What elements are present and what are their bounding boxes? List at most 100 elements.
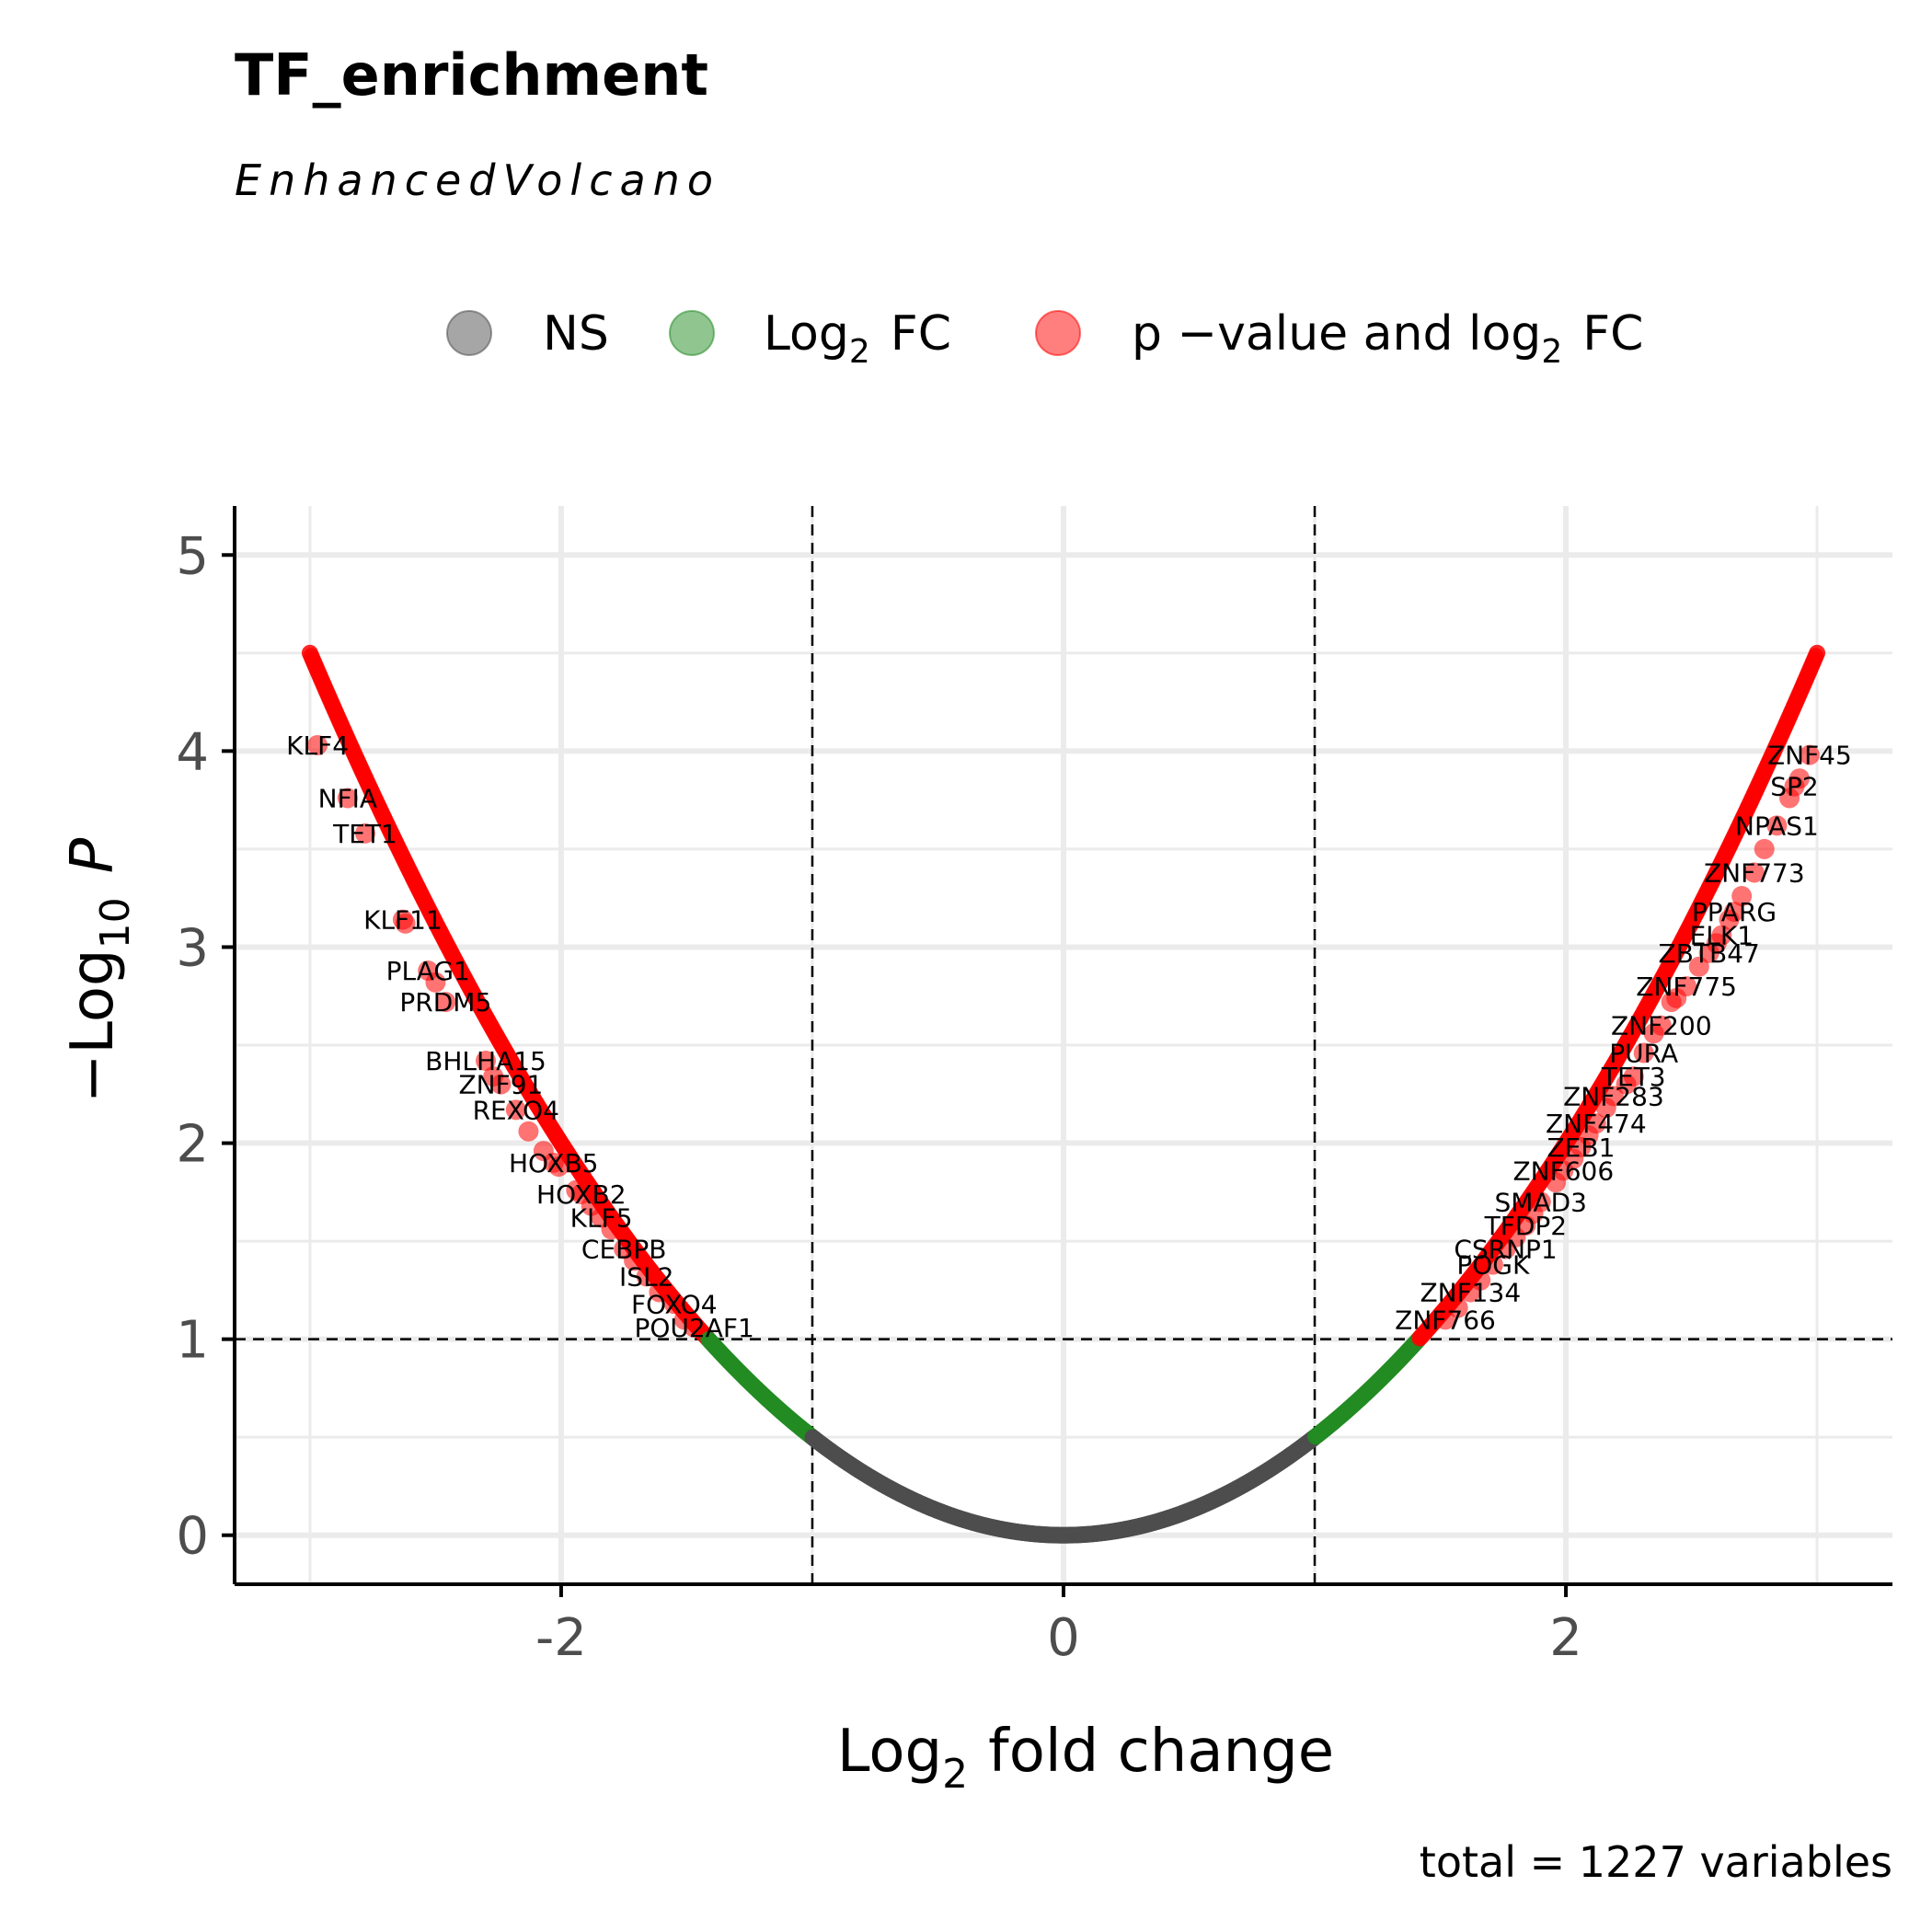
point-both <box>570 1183 592 1204</box>
point-both <box>684 1317 705 1338</box>
gene-label: CEBPB <box>581 1235 667 1265</box>
gene-label: ELK1 <box>1690 921 1754 951</box>
y-tick-label: 5 <box>176 526 209 586</box>
x-tick-label: -2 <box>535 1608 587 1668</box>
legend-label-both: p −value and log2 FC <box>1132 306 1643 371</box>
gene-label: KLF4 <box>286 730 349 761</box>
gene-label: ZEB1 <box>1547 1133 1615 1163</box>
gene-label: ZNF474 <box>1546 1109 1647 1139</box>
point-both <box>649 1282 670 1303</box>
gene-label: HOXB5 <box>509 1148 599 1179</box>
point-both <box>490 1074 512 1095</box>
point-both <box>392 909 413 930</box>
point-both <box>636 1266 657 1287</box>
gene-label: POGK <box>1456 1250 1530 1281</box>
point-both <box>1603 1086 1624 1107</box>
point-both <box>1809 644 1826 661</box>
point-both <box>1553 1160 1574 1181</box>
y-axis-title: −Log10P <box>59 837 139 1103</box>
caption: total = 1227 variables <box>1420 1837 1892 1887</box>
point-both <box>1661 992 1682 1013</box>
gene-label: ZNF200 <box>1611 1011 1712 1041</box>
gene-label: ZNF45 <box>1767 741 1852 771</box>
point-both <box>518 1121 539 1142</box>
gene-label: SMAD3 <box>1495 1187 1587 1217</box>
gene-label: NPAS1 <box>1735 811 1819 841</box>
data-points <box>301 644 1826 1544</box>
legend-key-ns <box>446 310 492 356</box>
y-tick-label: 0 <box>176 1507 209 1567</box>
gene-label: ISL2 <box>619 1261 673 1292</box>
chart-subtitle: EnhancedVolcano <box>235 155 720 205</box>
point-both <box>1754 838 1775 859</box>
gene-label: ZNF606 <box>1512 1156 1614 1186</box>
point-both <box>1435 1309 1456 1330</box>
gene-label: ZNF773 <box>1704 857 1805 888</box>
gene-label: ZNF766 <box>1395 1305 1496 1335</box>
point-both <box>591 1207 612 1228</box>
point-both <box>354 822 375 844</box>
gene-label: KLF5 <box>570 1203 633 1234</box>
axes: -2 0 2 0 1 2 3 4 5 <box>176 506 1892 1668</box>
gene-label: KLF11 <box>363 905 443 936</box>
y-tick-label: 2 <box>176 1115 209 1175</box>
chart-title: TF_enrichment <box>235 41 708 109</box>
gene-label: ZNF134 <box>1420 1277 1521 1307</box>
gene-label: TFDP2 <box>1484 1211 1567 1241</box>
point-both <box>663 1294 684 1315</box>
point-both <box>1743 862 1765 883</box>
gene-label: ZNF283 <box>1563 1081 1664 1111</box>
gene-label: CSRNP1 <box>1454 1235 1557 1265</box>
cutoff-lines <box>235 506 1892 1584</box>
point-both <box>1650 1015 1672 1036</box>
gene-label: ZBTB47 <box>1659 938 1760 969</box>
point-both <box>1530 1191 1551 1213</box>
gene-label: ZNF91 <box>458 1070 543 1100</box>
legend-label-fc: Log2 FC <box>764 306 951 371</box>
point-both <box>1482 1254 1503 1275</box>
point-both <box>1766 815 1788 836</box>
x-tick-label: 0 <box>1047 1608 1080 1668</box>
gene-label: PRDM5 <box>399 987 491 1018</box>
point-both <box>435 992 456 1013</box>
gene-label: NFIA <box>318 784 377 814</box>
point-both <box>476 1051 497 1072</box>
point-both <box>307 734 328 755</box>
gene-label: ZNF775 <box>1636 972 1737 1002</box>
point-both <box>1731 886 1753 907</box>
gene-label: POU2AF1 <box>634 1313 753 1343</box>
point-both <box>505 1099 526 1121</box>
x-tick-label: 2 <box>1549 1608 1582 1668</box>
gene-label: FOXO4 <box>631 1289 718 1319</box>
point-both <box>1698 942 1719 963</box>
point-both <box>1799 744 1820 765</box>
y-tick-label: 1 <box>176 1311 209 1371</box>
y-tick-label: 3 <box>176 918 209 978</box>
legend: NS Log2 FC p −value and log2 FC <box>446 306 1643 371</box>
legend-key-fc <box>669 310 715 356</box>
gene-label: TET1 <box>332 819 397 849</box>
gene-label: HOXB2 <box>536 1179 627 1210</box>
point-both <box>543 1152 564 1173</box>
point-both <box>1460 1282 1481 1303</box>
x-axis-title: Log2 fold change <box>837 1718 1334 1798</box>
point-both <box>337 788 358 809</box>
point-both <box>1784 776 1805 797</box>
gene-label: BHLHA15 <box>425 1046 546 1076</box>
legend-key-both <box>1035 310 1081 356</box>
gene-label: SP2 <box>1770 772 1818 802</box>
y-tick-label: 4 <box>176 722 209 782</box>
gene-label: PURA <box>1609 1039 1678 1069</box>
point-both <box>418 960 439 982</box>
point-both <box>1623 1066 1644 1087</box>
point-both <box>1676 976 1697 997</box>
point-both <box>1495 1238 1516 1259</box>
point-both <box>614 1238 635 1259</box>
legend-label-ns: NS <box>543 306 609 362</box>
gene-label: PPARG <box>1692 897 1777 927</box>
gene-label: TET3 <box>1601 1062 1666 1092</box>
point-both <box>1633 1042 1654 1064</box>
point-both <box>1515 1215 1536 1236</box>
